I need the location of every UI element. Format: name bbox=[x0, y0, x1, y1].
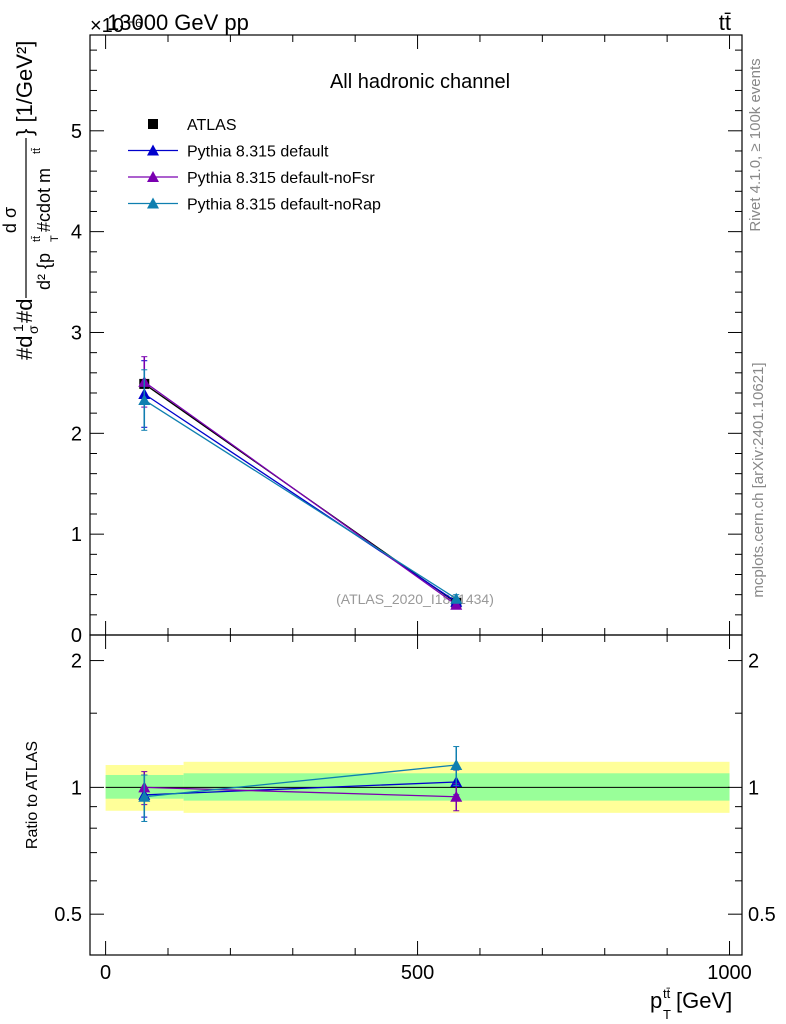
ylabel-lead: #d bbox=[12, 336, 37, 360]
ratio-frame bbox=[89, 634, 743, 956]
series-line-noRap bbox=[143, 399, 457, 600]
ratio-ytick-labels: 0.5 0.5 1 1 2 2 bbox=[54, 651, 776, 927]
ratio-point-noFsr bbox=[450, 790, 463, 802]
legend-label-noFsr: Pythia 8.315 default-noFsr bbox=[187, 170, 375, 187]
ylabel-den-tail-sup: tt̄ bbox=[31, 148, 43, 154]
x-label-unit: [GeV] bbox=[676, 988, 732, 1013]
ratio-ytick-label-right: 0.5 bbox=[748, 904, 776, 926]
ylabel-den-sub: T bbox=[49, 235, 61, 242]
ylabel-frac-den: σ bbox=[25, 325, 41, 334]
main-series-layer bbox=[138, 356, 463, 610]
main-ytick-label: 3 bbox=[71, 322, 82, 344]
chart-title: All hadronic channel bbox=[330, 71, 510, 93]
data-point-noRap bbox=[138, 394, 151, 406]
main-panel: 0 1 2 3 4 5 All hadronic channel (ATLAS_2020_… bbox=[71, 34, 743, 647]
ratio-point-noRap bbox=[138, 790, 151, 802]
series-line-noFsr bbox=[143, 381, 457, 606]
x-tick-label: 1000 bbox=[707, 962, 752, 984]
legend: ATLAS Pythia 8.315 default Pythia 8.315 de… bbox=[128, 117, 381, 214]
process-label: tt̄ bbox=[719, 10, 731, 35]
legend-marker-noFsr bbox=[147, 171, 159, 182]
legend-label-default: Pythia 8.315 default bbox=[187, 144, 329, 161]
ratio-ytick-label-left: 0.5 bbox=[54, 904, 82, 926]
data-point-noFsr bbox=[450, 598, 463, 610]
x-tick-label: 500 bbox=[401, 962, 434, 984]
x-label-main: p bbox=[650, 988, 662, 1013]
ylabel-den-tail: #cdot m bbox=[34, 168, 54, 232]
main-ytick-labels: 0 1 2 3 4 5 bbox=[71, 121, 82, 647]
ratio-ytick-label-left: 1 bbox=[71, 777, 82, 799]
ylabel-frac-num: 1 bbox=[10, 324, 26, 332]
ylabel-num: d σ bbox=[0, 207, 20, 233]
ratio-ytick-label-right: 1 bbox=[748, 777, 759, 799]
ratio-uncertainty-bands bbox=[105, 761, 730, 813]
ratio-line-noRap bbox=[144, 764, 457, 798]
main-ylabel: #d 1 σ #d d σ d² {p tt̄ T #cdot m tt̄ } … bbox=[0, 41, 61, 360]
legend-label-atlas: ATLAS bbox=[187, 117, 237, 134]
rivet-label: Rivet 4.1.0, ≥ 100k events bbox=[747, 58, 764, 231]
ratio-line-default bbox=[144, 781, 457, 796]
ylabel-mid: #d bbox=[12, 299, 37, 323]
x-tick-labels: 0 500 1000 bbox=[100, 962, 752, 984]
main-ytick-label: 1 bbox=[71, 524, 82, 546]
ratio-ytick-label-left: 2 bbox=[71, 651, 82, 673]
legend-marker-atlas bbox=[148, 119, 158, 129]
main-ytick-label: 2 bbox=[71, 423, 82, 445]
x-label-sub: T bbox=[663, 1007, 671, 1022]
ratio-panel: 0.5 0.5 1 1 2 2 0 500 1000 Ratio to ATLAS bbox=[24, 634, 776, 984]
x-label-sup: tt̄ bbox=[663, 986, 671, 1001]
ylabel-close: } [1/GeV²] bbox=[12, 41, 37, 136]
main-ytick-label: 5 bbox=[71, 121, 82, 143]
legend-marker-default bbox=[147, 144, 159, 156]
ratio-point-noRap bbox=[450, 759, 463, 771]
legend-marker-noRap bbox=[147, 197, 159, 209]
legend-label-noRap: Pythia 8.315 default-noRap bbox=[187, 197, 381, 214]
x-tick-label: 0 bbox=[100, 962, 111, 984]
energy-label: 13000 GeV pp bbox=[107, 10, 249, 35]
main-ytick-label: 4 bbox=[71, 222, 82, 244]
y-exponent-label: ×10⁻⁶ bbox=[90, 15, 143, 37]
mcplots-label: mcplots.cern.ch [arXiv:2401.10621] bbox=[750, 362, 767, 597]
analysis-watermark: (ATLAS_2020_I1801434) bbox=[336, 591, 494, 607]
data-point-noRap bbox=[450, 592, 463, 604]
main-ytick-label: 0 bbox=[71, 625, 82, 647]
ratio-ticks bbox=[90, 635, 742, 955]
ratio-line-noFsr bbox=[144, 786, 457, 798]
ratio-ytick-label-right: 2 bbox=[748, 651, 759, 673]
ratio-ylabel: Ratio to ATLAS bbox=[24, 741, 41, 849]
x-axis-label: p tt̄ T [GeV] bbox=[650, 986, 732, 1022]
ylabel-den-sup: tt̄ bbox=[31, 236, 43, 242]
ylabel-den: d² {p bbox=[34, 253, 54, 290]
ratio-series-layer bbox=[138, 746, 463, 822]
